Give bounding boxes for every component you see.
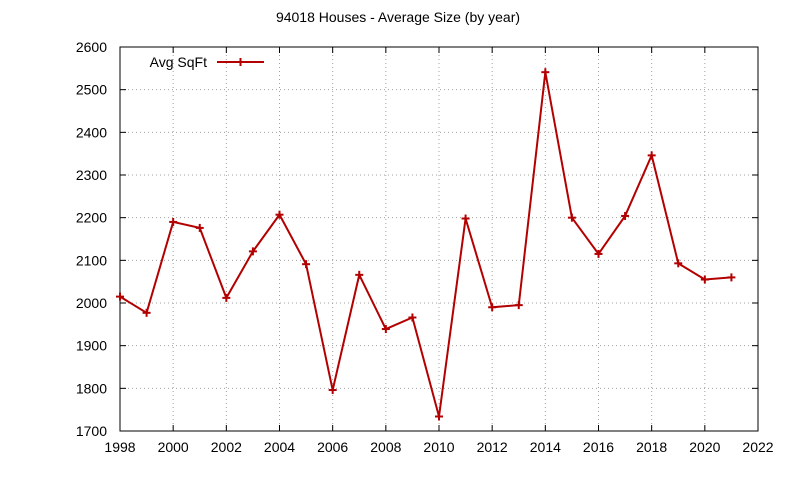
x-tick-label: 2018 xyxy=(636,439,667,455)
y-tick-label: 1800 xyxy=(76,380,107,396)
x-tick-label: 2002 xyxy=(211,439,242,455)
x-tick-label: 2014 xyxy=(530,439,561,455)
y-tick-label: 1700 xyxy=(76,423,107,439)
data-point xyxy=(727,273,736,282)
data-point xyxy=(461,214,470,223)
data-point xyxy=(621,211,630,220)
data-point xyxy=(302,260,311,269)
data-point xyxy=(567,213,576,222)
data-point xyxy=(275,210,284,219)
data-point xyxy=(700,275,709,284)
data-point xyxy=(116,292,124,301)
y-tick-label: 2100 xyxy=(76,252,107,268)
grid xyxy=(120,47,758,431)
y-tick-label: 2500 xyxy=(76,82,107,98)
data-point xyxy=(381,325,390,334)
axis-ticks: 1998 2000 2002 2004 2006 2008 2010 2012 2014 2016… xyxy=(76,39,774,455)
data-point xyxy=(195,223,204,232)
x-tick-label: 2004 xyxy=(264,439,295,455)
x-tick-label: 2022 xyxy=(742,439,773,455)
chart-title: 94018 Houses - Average Size (by year) xyxy=(276,9,520,25)
x-tick-label: 2010 xyxy=(423,439,454,455)
legend-marker-plus xyxy=(236,58,245,66)
x-tick-label: 2016 xyxy=(583,439,614,455)
series-layer xyxy=(116,68,736,421)
data-point xyxy=(328,386,337,395)
data-point xyxy=(594,249,603,258)
x-tick-label: 1998 xyxy=(104,439,135,455)
y-tick-label: 2400 xyxy=(76,124,107,140)
legend: Avg SqFt xyxy=(150,54,264,70)
data-point xyxy=(248,247,257,256)
data-point xyxy=(435,412,443,421)
data-point xyxy=(674,259,683,268)
series-line xyxy=(119,71,732,417)
data-point xyxy=(169,217,178,226)
y-tick-label: 2200 xyxy=(76,210,107,226)
data-point xyxy=(355,270,364,279)
legend-marker xyxy=(236,58,245,66)
y-tick-label: 2300 xyxy=(76,167,107,183)
y-tick-label: 1900 xyxy=(76,338,107,354)
data-point xyxy=(222,293,231,302)
data-point xyxy=(408,313,417,322)
x-tick-label: 2020 xyxy=(689,439,720,455)
x-tick-label: 2012 xyxy=(477,439,508,455)
x-tick-label: 2000 xyxy=(158,439,189,455)
y-tick-label: 2600 xyxy=(76,39,107,55)
plot-frame xyxy=(119,46,759,432)
data-point xyxy=(647,151,656,160)
data-point xyxy=(514,301,523,310)
y-tick-label: 2000 xyxy=(76,295,107,311)
data-point xyxy=(488,303,497,312)
data-point xyxy=(142,308,151,317)
data-point xyxy=(541,68,550,77)
x-tick-label: 2006 xyxy=(317,439,348,455)
x-tick-label: 2008 xyxy=(370,439,401,455)
legend-label: Avg SqFt xyxy=(150,54,207,70)
